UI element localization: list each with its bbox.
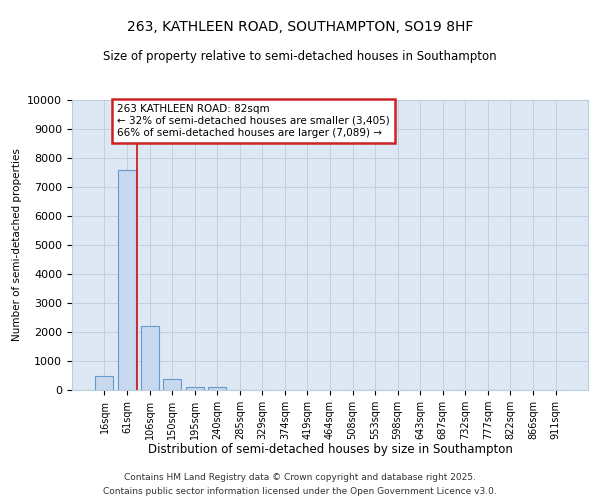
Text: 263 KATHLEEN ROAD: 82sqm
← 32% of semi-detached houses are smaller (3,405)
66% o: 263 KATHLEEN ROAD: 82sqm ← 32% of semi-d…: [117, 104, 389, 138]
Text: Size of property relative to semi-detached houses in Southampton: Size of property relative to semi-detach…: [103, 50, 497, 63]
Bar: [208, 387, 226, 390]
Bar: [118, 170, 136, 390]
Y-axis label: Number of semi-detached properties: Number of semi-detached properties: [12, 148, 22, 342]
Text: Contains HM Land Registry data © Crown copyright and database right 2025.: Contains HM Land Registry data © Crown c…: [124, 472, 476, 482]
Bar: [163, 379, 181, 390]
Text: Distribution of semi-detached houses by size in Southampton: Distribution of semi-detached houses by …: [148, 442, 512, 456]
Text: 263, KATHLEEN ROAD, SOUTHAMPTON, SO19 8HF: 263, KATHLEEN ROAD, SOUTHAMPTON, SO19 8H…: [127, 20, 473, 34]
Bar: [185, 387, 204, 390]
Bar: [95, 376, 113, 390]
Text: Contains public sector information licensed under the Open Government Licence v3: Contains public sector information licen…: [103, 488, 497, 496]
Bar: [140, 326, 158, 390]
